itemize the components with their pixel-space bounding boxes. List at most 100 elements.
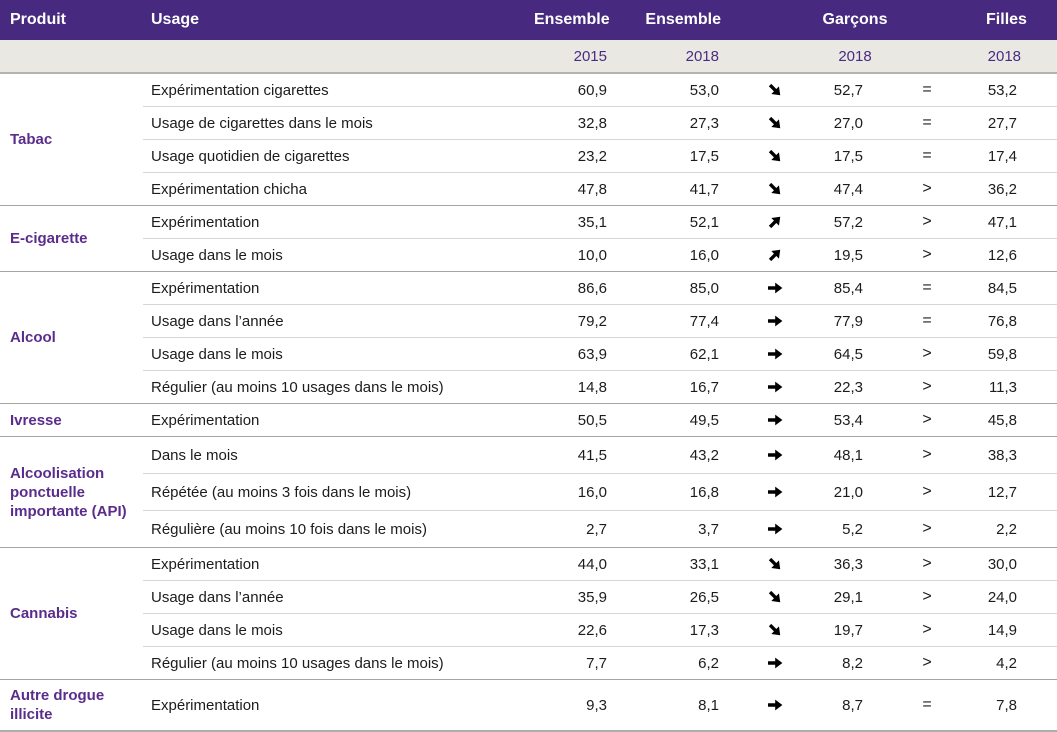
value-garcons-2018: 85,4 (825, 271, 869, 305)
trend-arrow-icon (725, 613, 825, 647)
trend-arrow-icon (725, 238, 825, 272)
value-garcons-2018: 48,1 (825, 436, 869, 474)
value-ensemble-2018: 16,0 (613, 238, 725, 272)
value-ensemble-2018: 43,2 (613, 436, 725, 474)
trend-arrow-svg (768, 523, 783, 535)
gender-comparison-symbol: > (869, 370, 986, 404)
trend-arrow-icon (725, 337, 825, 371)
table-row: Ivresse Expérimentation 50,5 49,5 53,4 >45,8 (0, 403, 1057, 437)
value-ensemble-2018: 6,2 (613, 646, 725, 680)
usage-label: Régulier (au moins 10 usages dans le moi… (143, 370, 533, 404)
gender-comparison-symbol: = (869, 106, 986, 140)
value-ensemble-2018: 27,3 (613, 106, 725, 140)
usage-label: Usage dans le mois (143, 613, 533, 647)
trend-arrow-icon (725, 205, 825, 239)
product-label: Ivresse (0, 403, 143, 437)
value-ensemble-2015: 47,8 (533, 172, 613, 206)
header-filles: Filles (985, 0, 1057, 40)
header-ensemble-2015: Ensemble (533, 0, 613, 40)
value-garcons-2018: 77,9 (825, 304, 869, 338)
value-filles-2018: 76,8 (985, 304, 1024, 338)
spacer-cell (1023, 613, 1057, 647)
spacer-cell (1023, 304, 1057, 338)
value-ensemble-2015: 86,6 (533, 271, 613, 305)
table-row: Expérimentation chicha 47,8 41,7 47,4 >36,2 (0, 172, 1057, 206)
header-row: Produit Usage Ensemble Ensemble Garçons … (0, 0, 1057, 40)
spacer-cell (1023, 238, 1057, 272)
header-ensemble-2018: Ensemble (613, 0, 725, 40)
gender-comparison-symbol: = (922, 81, 932, 98)
gender-comparison-symbol: = (869, 271, 986, 305)
trend-arrow-svg (768, 486, 783, 498)
value-ensemble-2015: 7,7 (533, 646, 613, 680)
trend-arrow-svg (768, 348, 783, 360)
year-ensemble-2018: 2018 (613, 40, 725, 74)
value-ensemble-2015: 14,8 (533, 370, 613, 404)
year-filles: 2018 (985, 40, 1057, 74)
product-label: Cannabis (0, 547, 143, 680)
table-row: Usage dans l’année 35,9 26,5 29,1 >24,0 (0, 580, 1057, 614)
trend-arrow-svg (768, 249, 781, 262)
value-garcons-2018: 19,5 (825, 238, 869, 272)
gender-comparison-symbol: > (869, 205, 986, 239)
value-ensemble-2018: 52,1 (613, 205, 725, 239)
gender-comparison-symbol: = (869, 304, 986, 338)
trend-arrow-icon (725, 679, 825, 731)
product-label: Autre drogue illicite (0, 679, 143, 731)
value-filles-2018: 12,7 (985, 473, 1024, 511)
trend-arrow-svg (768, 557, 781, 570)
gender-comparison-symbol: > (869, 580, 986, 614)
value-ensemble-2018: 17,5 (613, 139, 725, 173)
trend-arrow-icon (725, 106, 825, 140)
value-filles-2018: 11,3 (985, 370, 1024, 404)
spacer-cell (1023, 436, 1057, 474)
value-ensemble-2015: 79,2 (533, 304, 613, 338)
spacer-cell (1023, 337, 1057, 371)
table-row: Usage dans le mois 63,9 62,1 64,5 >59,8 (0, 337, 1057, 371)
gender-comparison-symbol: > (869, 436, 986, 474)
value-ensemble-2015: 41,5 (533, 436, 613, 474)
spacer-cell (1023, 106, 1057, 140)
table-row: Tabac Expérimentation cigarettes 60,9 53,0 5… (0, 73, 1057, 148)
usage-label: Dans le mois (143, 436, 533, 474)
value-ensemble-2015: 35,9 (533, 580, 613, 614)
trend-arrow-svg (768, 414, 783, 426)
usage-label: Expérimentation cigarettes (151, 81, 329, 99)
year-row-spacer (143, 40, 533, 74)
value-garcons-2018: 47,4 (825, 172, 869, 206)
gender-comparison-symbol: > (869, 646, 986, 680)
value-ensemble-2015: 32,8 (533, 106, 613, 140)
year-ensemble-2015: 2015 (533, 40, 613, 74)
spacer-cell (1023, 403, 1057, 437)
table-row: Usage quotidien de cigarettes 23,2 17,5 17,… (0, 139, 1057, 173)
year-row-spacer (0, 40, 143, 74)
usage-label: Expérimentation (143, 271, 533, 305)
gender-comparison-symbol: > (869, 473, 986, 511)
table-row: Usage dans le mois 22,6 17,3 19,7 >14,9 (0, 613, 1057, 647)
value-filles-2018: 24,0 (985, 580, 1024, 614)
value-ensemble-2018: 3,7 (613, 510, 725, 548)
value-ensemble-2015: 10,0 (533, 238, 613, 272)
value-ensemble-2015: 63,9 (533, 337, 613, 371)
header-produit: Produit (0, 0, 143, 40)
value-ensemble-2018: 17,3 (613, 613, 725, 647)
trend-arrow-svg (768, 623, 781, 636)
product-label: E-cigarette (0, 205, 143, 272)
product-label: Tabac (10, 131, 53, 148)
gender-comparison-symbol: > (869, 510, 986, 548)
usage-label: Usage de cigarettes dans le mois (143, 106, 533, 140)
usage-label: Répétée (au moins 3 fois dans le mois) (143, 473, 533, 511)
spacer-cell (1023, 679, 1057, 731)
table-row: Régulier (au moins 10 usages dans le moi… (0, 370, 1057, 404)
usage-label: Expérimentation (143, 679, 533, 731)
table-row: Régulier (au moins 10 usages dans le moi… (0, 646, 1057, 680)
product-label: Alcool (0, 271, 143, 404)
trend-arrow-icon (725, 172, 825, 206)
value-filles-2018: 30,0 (985, 547, 1024, 581)
value-garcons-2018: 22,3 (825, 370, 869, 404)
trend-arrow-svg (768, 282, 783, 294)
trend-arrow-icon (725, 139, 825, 173)
value-filles-2018: 84,5 (985, 271, 1024, 305)
value-filles-2018: 47,1 (985, 205, 1024, 239)
